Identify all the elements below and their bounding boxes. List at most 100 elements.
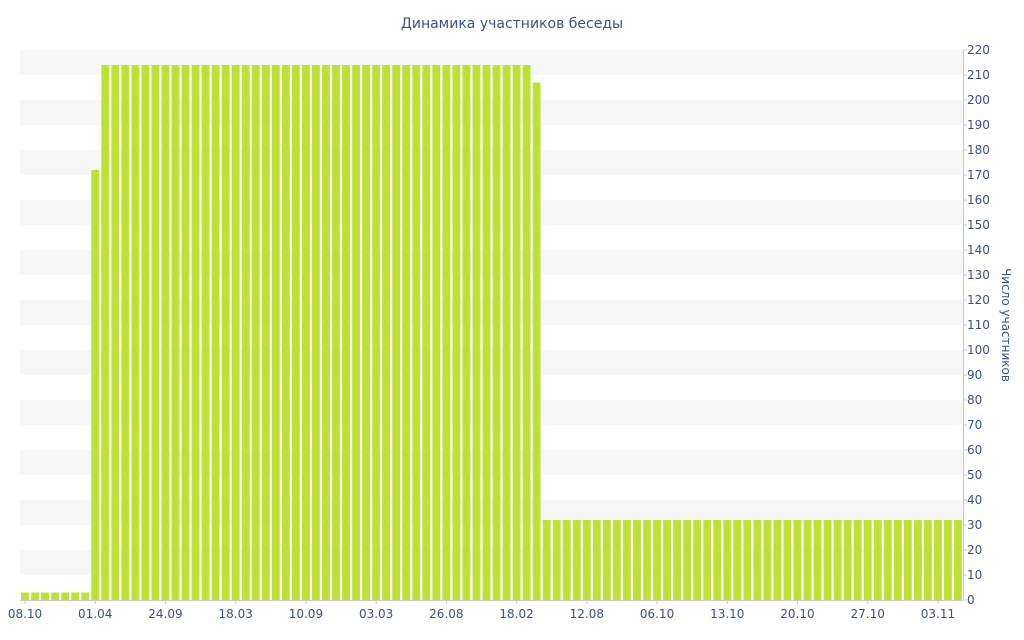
- bar: [452, 65, 461, 600]
- bar: [61, 592, 70, 600]
- bar: [733, 520, 742, 600]
- bar: [332, 65, 340, 600]
- bar: [422, 65, 431, 600]
- y-tick-label: 70: [967, 418, 982, 432]
- bar: [51, 592, 60, 600]
- x-tick-label: 12.08: [570, 607, 604, 621]
- grid-band: [20, 400, 963, 425]
- y-tick-label: 200: [967, 93, 990, 107]
- y-tick-label: 180: [967, 143, 990, 157]
- bar: [512, 65, 521, 600]
- bar: [562, 520, 571, 600]
- bar: [171, 65, 180, 600]
- bar: [131, 65, 140, 600]
- y-tick-label: 90: [967, 368, 982, 382]
- grid-band: [20, 500, 963, 525]
- bar: [382, 65, 391, 600]
- bar: [793, 520, 802, 600]
- y-tick-label: 120: [967, 293, 990, 307]
- bar: [161, 65, 170, 600]
- bar: [823, 520, 832, 600]
- bar: [582, 520, 591, 600]
- bar: [873, 520, 882, 600]
- bar: [803, 520, 812, 600]
- bar: [181, 65, 190, 600]
- bar: [81, 592, 90, 600]
- bar: [472, 65, 481, 600]
- bar: [653, 520, 661, 600]
- grid-band: [20, 550, 963, 575]
- bar: [522, 65, 531, 600]
- y-tick-label: 100: [967, 343, 990, 357]
- y-tick-label: 210: [967, 68, 990, 82]
- bar: [352, 65, 360, 600]
- bar: [643, 520, 651, 600]
- bar: [91, 170, 100, 600]
- y-tick-label: 80: [967, 393, 982, 407]
- bar: [141, 65, 150, 600]
- x-tick-label: 18.02: [499, 607, 533, 621]
- y-tick-label: 190: [967, 118, 990, 132]
- bar: [261, 65, 270, 600]
- x-tick-label: 13.10: [710, 607, 744, 621]
- bar: [944, 520, 952, 600]
- bar: [111, 65, 120, 600]
- bar: [301, 65, 310, 600]
- y-axis: 0 10 20 30 40 50 60 70 80 90 100 110 120 130 140 150 160…: [963, 43, 990, 607]
- bar: [372, 65, 381, 600]
- y-tick-label: 150: [967, 218, 990, 232]
- y-tick-label: 140: [967, 243, 990, 257]
- bar: [663, 520, 671, 600]
- x-tick-label: 03.03: [359, 607, 393, 621]
- bar: [633, 520, 641, 600]
- x-tick-label: 03.11: [921, 607, 955, 621]
- bar: [432, 65, 441, 600]
- bar: [813, 520, 822, 600]
- bar: [412, 65, 421, 600]
- bar: [362, 65, 371, 600]
- y-tick-label: 60: [967, 443, 982, 457]
- y-tick-label: 20: [967, 543, 982, 557]
- bar: [281, 65, 290, 600]
- bar: [482, 65, 491, 600]
- bar: [542, 520, 551, 600]
- y-tick-label: 30: [967, 518, 982, 532]
- bar: [623, 520, 631, 600]
- bar: [402, 65, 411, 600]
- bar: [833, 520, 842, 600]
- y-tick-label: 0: [967, 593, 975, 607]
- bar: [693, 520, 702, 600]
- bar: [783, 520, 792, 600]
- x-axis: 08.10 01.04 24.09 18.03 10.09 03.03 26.08 18.02…: [8, 600, 963, 621]
- grid-band: [20, 50, 963, 75]
- bar: [442, 65, 451, 600]
- bar: [753, 520, 762, 600]
- bar: [763, 520, 772, 600]
- bar: [271, 65, 280, 600]
- y-tick-label: 40: [967, 493, 982, 507]
- grid-band: [20, 300, 963, 325]
- bar: [121, 65, 130, 600]
- bar: [191, 65, 200, 600]
- bar: [673, 520, 682, 600]
- bar: [572, 520, 581, 600]
- bar: [863, 520, 872, 600]
- x-tick-label: 27.10: [851, 607, 885, 621]
- bar: [923, 520, 932, 600]
- bar: [723, 520, 732, 600]
- bar: [843, 520, 852, 600]
- y-tick-label: 10: [967, 568, 982, 582]
- x-tick-label: 01.04: [78, 607, 112, 621]
- grid-band: [20, 100, 963, 125]
- bar: [31, 592, 39, 600]
- grid-band: [20, 250, 963, 275]
- y-tick-label: 160: [967, 193, 990, 207]
- bar: [392, 65, 401, 600]
- bar: [312, 65, 320, 600]
- x-tick-label: 26.08: [429, 607, 463, 621]
- x-tick-label: 10.09: [289, 607, 323, 621]
- bar: [71, 592, 80, 600]
- bar: [221, 65, 230, 600]
